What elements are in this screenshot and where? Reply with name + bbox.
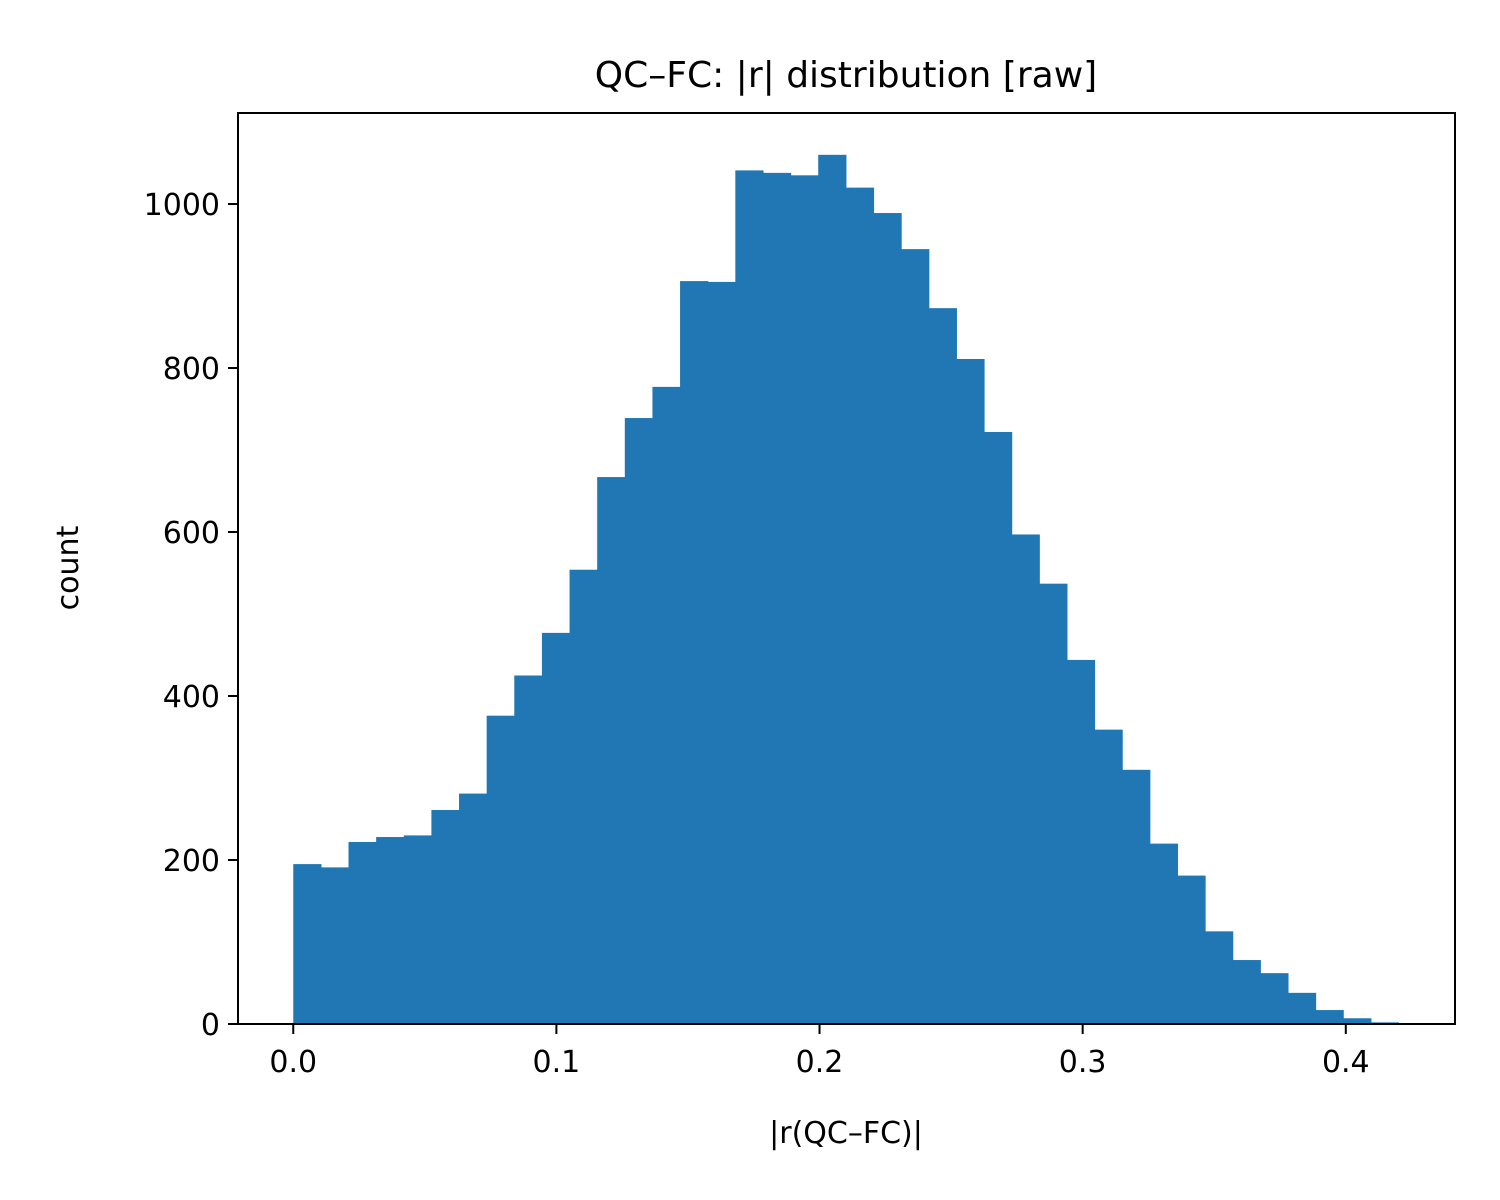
histogram-bar — [403, 835, 433, 1024]
y-tick-label: 1000 — [144, 188, 220, 223]
histogram-bar — [790, 175, 819, 1025]
histogram-bar — [293, 864, 322, 1024]
histogram-bar — [1122, 769, 1151, 1024]
histogram-bar — [1094, 729, 1123, 1024]
x-tick-label: 0.4 — [1322, 1045, 1370, 1080]
plot-frame — [237, 112, 1456, 1025]
histogram-bar — [901, 249, 930, 1024]
histogram-bar — [376, 837, 405, 1024]
histogram-bar — [873, 213, 902, 1024]
y-tick-label: 200 — [163, 844, 220, 879]
histogram-bar — [431, 809, 460, 1024]
y-tick-label: 800 — [163, 352, 220, 387]
histogram-bar — [1066, 659, 1096, 1024]
histogram-bar — [1315, 1010, 1344, 1024]
x-tick-label: 0.1 — [533, 1045, 581, 1080]
histogram-bar — [597, 477, 626, 1024]
bars-group — [293, 154, 1400, 1025]
histogram-bar — [652, 386, 681, 1024]
y-axis-ticks: 0 200 400 600 800 1000 — [144, 188, 238, 1043]
histogram-bar — [928, 308, 957, 1024]
x-axis-ticks: 0.0 0.1 0.2 0.3 0.4 — [269, 1024, 1370, 1080]
histogram-bar — [320, 867, 350, 1024]
histogram-bar — [735, 170, 764, 1024]
histogram-bar — [1205, 931, 1234, 1024]
chart-title: QC–FC: |r| distribution [raw] — [595, 55, 1097, 96]
histogram-bar — [845, 187, 875, 1025]
histogram-bar — [514, 675, 543, 1024]
histogram-bar — [1011, 534, 1040, 1024]
histogram-bar — [1260, 973, 1289, 1024]
histogram-bar — [762, 172, 792, 1024]
histogram-bar — [707, 281, 736, 1025]
y-axis-title: count — [51, 525, 86, 610]
x-tick-label: 0.0 — [269, 1045, 317, 1080]
y-tick-label: 0 — [201, 1008, 220, 1043]
y-tick-label: 600 — [163, 516, 220, 551]
histogram-bar — [1343, 1018, 1372, 1024]
histogram-bar — [1177, 875, 1206, 1024]
histogram-bar — [348, 841, 377, 1024]
histogram-bar — [541, 632, 571, 1024]
histogram-bar — [459, 793, 488, 1024]
x-tick-label: 0.2 — [796, 1045, 844, 1080]
y-tick-label: 400 — [163, 680, 220, 715]
histogram-bar — [624, 418, 654, 1024]
histogram-bar — [1287, 992, 1317, 1024]
histogram-bar — [1149, 843, 1178, 1024]
histogram-bar — [1039, 583, 1068, 1024]
histogram-bar — [1232, 960, 1261, 1024]
histogram-bar — [956, 358, 985, 1024]
histogram-bar — [983, 431, 1013, 1024]
histogram-bar — [680, 281, 709, 1024]
x-tick-label: 0.3 — [1059, 1045, 1107, 1080]
x-axis-title: |r(QC–FC)| — [769, 1116, 923, 1151]
histogram-bar — [486, 715, 515, 1024]
histogram-bar — [569, 569, 598, 1024]
histogram-bar — [818, 154, 847, 1024]
